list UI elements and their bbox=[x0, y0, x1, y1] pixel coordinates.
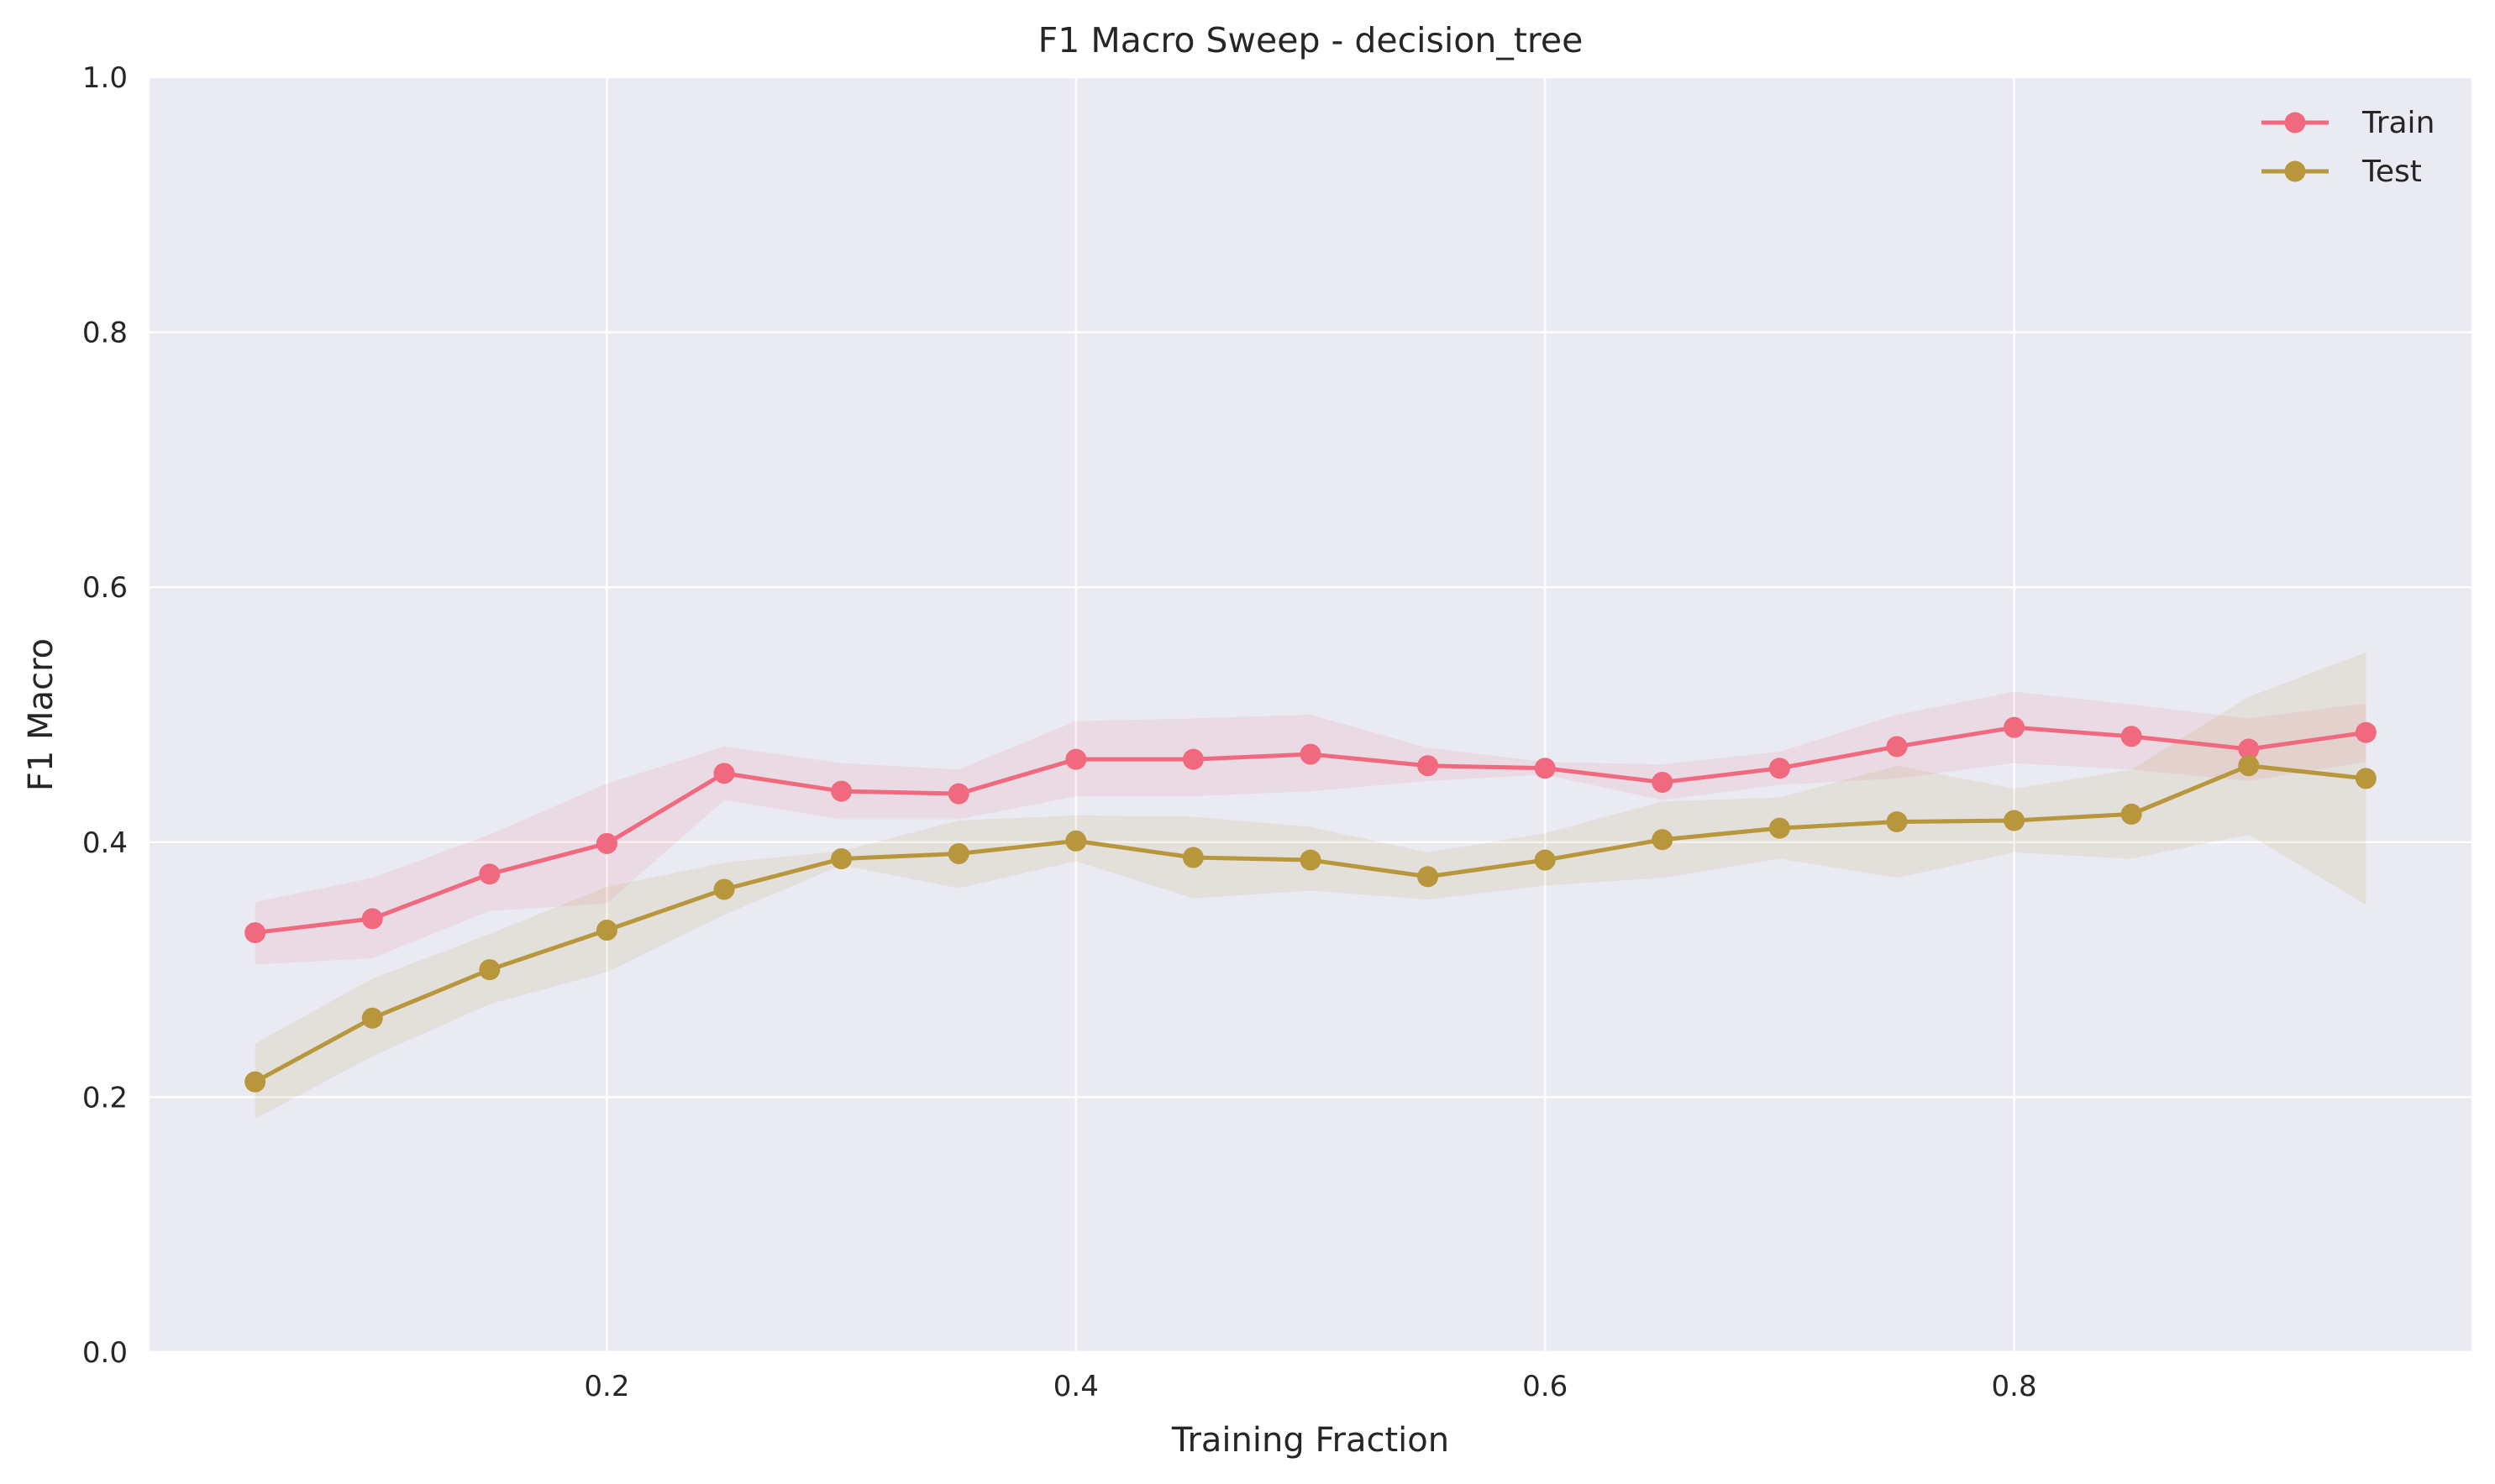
train-point bbox=[2355, 721, 2377, 743]
train-point bbox=[2238, 738, 2260, 760]
train-point bbox=[948, 783, 969, 805]
train-point bbox=[831, 780, 853, 802]
grid bbox=[150, 76, 2471, 1354]
test-point bbox=[948, 842, 969, 864]
test-point bbox=[1534, 849, 1556, 871]
y-tick-label: 0.4 bbox=[82, 826, 128, 860]
train-point bbox=[479, 863, 501, 885]
test-point bbox=[1652, 829, 1673, 851]
chart-title: F1 Macro Sweep - decision_tree bbox=[1038, 20, 1584, 60]
train-point bbox=[713, 763, 735, 784]
legend[interactable]: Train Test bbox=[2261, 106, 2435, 189]
y-tick-label: 0.6 bbox=[82, 571, 128, 605]
confidence-bands bbox=[255, 652, 2366, 1120]
x-tick-label: 0.6 bbox=[1522, 1370, 1568, 1403]
legend-train-label: Train bbox=[2361, 106, 2435, 140]
y-tick-label: 0.2 bbox=[82, 1081, 128, 1114]
series-markers bbox=[244, 716, 2377, 1093]
test-point bbox=[1768, 817, 1790, 839]
legend-test-label: Test bbox=[2361, 155, 2422, 189]
y-tick-label: 1.0 bbox=[82, 61, 128, 95]
y-axis-ticks: 0.0 0.2 0.4 0.6 0.8 1.0 bbox=[82, 61, 128, 1370]
train-point bbox=[2004, 716, 2025, 738]
train-point bbox=[1886, 736, 1908, 758]
train-point bbox=[361, 908, 383, 930]
x-axis-ticks: 0.2 0.4 0.6 0.8 bbox=[584, 1370, 2036, 1403]
test-point bbox=[361, 1007, 383, 1029]
train-point bbox=[244, 922, 266, 944]
test-point bbox=[1182, 847, 1204, 868]
test-point bbox=[479, 959, 501, 981]
train-point bbox=[1182, 748, 1204, 770]
test-point bbox=[1065, 830, 1087, 852]
x-tick-label: 0.8 bbox=[1992, 1370, 2037, 1403]
plot-area bbox=[150, 77, 2471, 1352]
test-point bbox=[2355, 768, 2377, 789]
test-point bbox=[244, 1071, 266, 1093]
legend-test-marker bbox=[2284, 160, 2306, 182]
train-point bbox=[1534, 758, 1556, 779]
train-point bbox=[596, 832, 617, 854]
test-band bbox=[255, 652, 2366, 1120]
legend-train-marker bbox=[2284, 112, 2306, 134]
y-axis-label: F1 Macro bbox=[22, 638, 60, 791]
test-point bbox=[1417, 866, 1439, 888]
x-tick-label: 0.4 bbox=[1053, 1370, 1099, 1403]
train-point bbox=[2120, 726, 2142, 747]
train-point bbox=[1768, 758, 1790, 779]
test-point bbox=[713, 878, 735, 900]
y-tick-label: 0.8 bbox=[82, 317, 128, 350]
train-point bbox=[1300, 743, 1321, 765]
test-point bbox=[1300, 849, 1321, 871]
x-tick-label: 0.2 bbox=[584, 1370, 629, 1403]
train-point bbox=[1065, 748, 1087, 770]
test-point bbox=[831, 848, 853, 870]
x-axis-label: Training Fraction bbox=[1171, 1421, 1449, 1460]
test-point bbox=[2004, 810, 2025, 831]
test-point bbox=[596, 920, 617, 941]
test-point bbox=[2238, 755, 2260, 777]
train-point bbox=[1417, 755, 1439, 777]
test-point bbox=[2120, 803, 2142, 825]
train-band bbox=[255, 691, 2366, 965]
train-point bbox=[1652, 771, 1673, 793]
test-point bbox=[1886, 811, 1908, 833]
y-tick-label: 0.0 bbox=[82, 1336, 128, 1370]
